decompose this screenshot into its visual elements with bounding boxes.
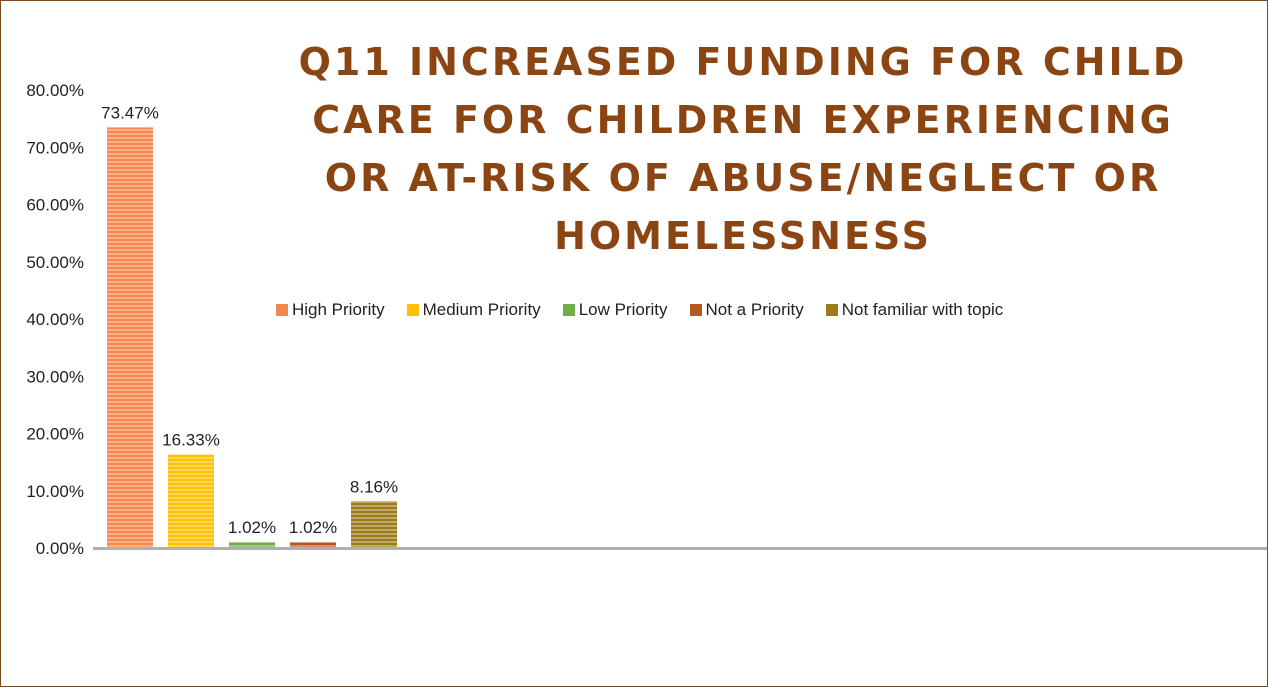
y-tick-label: 50.00% [26, 253, 84, 272]
legend-item-medium-priority: Medium Priority [406, 300, 541, 320]
chart-title: Q11 INCREASED FUNDING FOR CHILD CARE FOR… [298, 40, 1188, 258]
y-tick-label: 60.00% [26, 196, 84, 215]
y-tick-label: 10.00% [26, 482, 84, 501]
y-tick-label: 30.00% [26, 367, 84, 386]
legend-swatch [689, 304, 702, 316]
legend-item-high-priority: High Priority [276, 300, 385, 320]
legend-swatch [276, 304, 288, 316]
bar-texture [168, 454, 214, 548]
data-label: 16.33% [162, 431, 220, 450]
data-labels: 73.47% 16.33% 1.02% 1.02% 8.16% [101, 103, 398, 537]
y-tick-label: 70.00% [26, 138, 84, 157]
legend-swatch [406, 304, 419, 316]
data-label: 8.16% [350, 477, 398, 496]
data-label: 1.02% [228, 518, 276, 537]
legend: High Priority Medium Priority Low Priori… [276, 299, 1025, 321]
legend-label: High Priority [292, 300, 385, 319]
legend-label: Medium Priority [422, 300, 541, 319]
legend-item-low-priority: Low Priority [562, 300, 668, 320]
legend-label: Not a Priority [705, 300, 804, 319]
bars [107, 127, 397, 548]
bar-texture [107, 127, 153, 548]
bar-texture [229, 542, 275, 548]
legend-item-not-a-priority: Not a Priority [689, 300, 804, 320]
y-axis-ticks: 0.00% 10.00% 20.00% 30.00% 40.00% 50.00% 60.00… [26, 81, 84, 558]
data-label: 1.02% [289, 518, 337, 537]
legend-swatch [562, 304, 575, 316]
bar-texture [290, 542, 336, 548]
legend-item-not-familiar: Not familiar with topic [825, 300, 1004, 320]
y-tick-label: 20.00% [26, 425, 84, 444]
y-tick-label: 80.00% [26, 81, 84, 100]
data-label: 73.47% [101, 103, 159, 122]
bar-texture [351, 501, 397, 548]
legend-swatch [825, 304, 838, 316]
y-tick-label: 0.00% [36, 539, 84, 558]
legend-label: Not familiar with topic [841, 300, 1004, 319]
y-tick-label: 40.00% [26, 310, 84, 329]
legend-label: Low Priority [578, 300, 668, 319]
